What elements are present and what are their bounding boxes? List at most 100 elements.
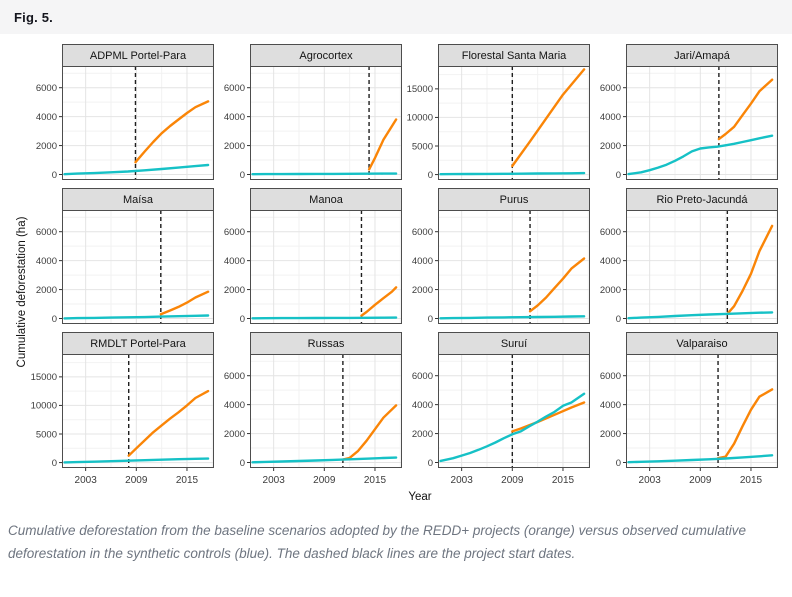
facet-title: Agrocortex xyxy=(250,44,402,66)
facet-florestal-santa-maria: Florestal Santa Maria 0 5000 10000 15000 xyxy=(402,44,590,181)
y-tick-label: 0 xyxy=(616,458,621,469)
y-tick-label: 2000 xyxy=(224,285,245,296)
y-tick-label: 2000 xyxy=(224,141,245,152)
y-tick-label: 0 xyxy=(52,458,57,469)
x-tick-label: 2003 xyxy=(75,475,98,486)
x-axis-title: Year xyxy=(408,491,432,503)
facet-manoa: Manoa 0 2000 4000 6000 xyxy=(214,188,402,325)
y-tick-label: 0 xyxy=(428,170,433,181)
y-tick-label: 4000 xyxy=(224,112,245,123)
y-tick-label: 0 xyxy=(428,314,433,325)
y-tick-label: 6000 xyxy=(600,227,621,238)
facet-maisa: Maísa 0 2000 4000 6000 xyxy=(26,188,214,325)
y-tick-label: 6000 xyxy=(412,371,433,382)
figure-number-label: Fig. 5. xyxy=(14,9,53,25)
facet-jari-amapa: Jari/Amapá 0 2000 4000 6000 xyxy=(590,44,778,181)
facet-adpml-portel-para: ADPML Portel-Para 0 2000 4000 6000 xyxy=(26,44,214,181)
facet-chart: 0 2000 4000 6000 xyxy=(600,210,778,325)
facet-agrocortex: Agrocortex 0 2000 4000 6000 xyxy=(214,44,402,181)
y-tick-label: 5000 xyxy=(412,141,433,152)
facet-title: Rio Preto-Jacundá xyxy=(626,188,778,210)
x-tick-label: 2015 xyxy=(740,475,763,486)
y-tick-label: 2000 xyxy=(600,285,621,296)
facet-title: Russas xyxy=(250,332,402,354)
x-tick-label: 2009 xyxy=(501,475,524,486)
y-tick-label: 0 xyxy=(240,170,245,181)
figure-plot-area: Cumulative deforestation (ha) ADPML Port… xyxy=(0,34,792,503)
y-tick-label: 15000 xyxy=(407,84,433,95)
facet-chart: 0 2000 4000 6000 xyxy=(36,66,214,181)
y-tick-label: 4000 xyxy=(224,256,245,267)
y-tick-label: 6000 xyxy=(36,83,57,94)
facet-russas: Russas 0 2000 4000 6000 2003 2009 2015 xyxy=(214,332,402,489)
y-tick-label: 6000 xyxy=(224,371,245,382)
y-tick-label: 2000 xyxy=(600,141,621,152)
facet-title: ADPML Portel-Para xyxy=(62,44,214,66)
y-tick-label: 6000 xyxy=(600,83,621,94)
y-tick-label: 4000 xyxy=(412,400,433,411)
facet-title: Florestal Santa Maria xyxy=(438,44,590,66)
y-tick-label: 4000 xyxy=(600,400,621,411)
facet-surui: Suruí 0 2000 4000 6000 2003 2009 2015 xyxy=(402,332,590,489)
facet-chart: 0 2000 4000 6000 xyxy=(412,210,590,325)
x-tick-label: 2015 xyxy=(176,475,199,486)
facet-chart: 0 5000 10000 15000 xyxy=(407,66,590,181)
x-tick-label: 2015 xyxy=(364,475,387,486)
facet-purus: Purus 0 2000 4000 6000 xyxy=(402,188,590,325)
y-tick-label: 6000 xyxy=(224,83,245,94)
y-tick-label: 2000 xyxy=(36,285,57,296)
y-tick-label: 4000 xyxy=(412,256,433,267)
y-tick-label: 0 xyxy=(428,458,433,469)
y-tick-label: 4000 xyxy=(600,256,621,267)
facet-chart: 0 5000 10000 15000 2003 2009 2015 xyxy=(31,354,214,486)
y-tick-label: 6000 xyxy=(412,227,433,238)
facet-title: Purus xyxy=(438,188,590,210)
x-tick-label: 2015 xyxy=(552,475,575,486)
figure-header-bar: Fig. 5. xyxy=(0,0,792,34)
facet-title: Valparaiso xyxy=(626,332,778,354)
x-tick-label: 2003 xyxy=(639,475,662,486)
y-tick-label: 6000 xyxy=(600,371,621,382)
y-tick-label: 0 xyxy=(616,314,621,325)
y-tick-label: 0 xyxy=(52,314,57,325)
facet-chart: 0 2000 4000 6000 2003 2009 2015 xyxy=(412,354,590,486)
facet-chart: 0 2000 4000 6000 xyxy=(224,66,402,181)
y-tick-label: 2000 xyxy=(412,429,433,440)
y-tick-label: 0 xyxy=(52,170,57,181)
y-tick-label: 4000 xyxy=(36,256,57,267)
facet-rmdlt-portel-para: RMDLT Portel-Para 0 5000 10000 15000 2003 2009… xyxy=(26,332,214,489)
x-tick-label: 2009 xyxy=(313,475,336,486)
figure-caption: Cumulative deforestation from the baseli… xyxy=(8,523,747,562)
y-tick-label: 2000 xyxy=(36,141,57,152)
y-tick-label: 2000 xyxy=(600,429,621,440)
y-tick-label: 6000 xyxy=(36,227,57,238)
y-tick-label: 2000 xyxy=(224,429,245,440)
facet-title: Suruí xyxy=(438,332,590,354)
x-tick-label: 2003 xyxy=(451,475,474,486)
facet-title: RMDLT Portel-Para xyxy=(62,332,214,354)
y-axis-title: Cumulative deforestation (ha) xyxy=(16,216,28,368)
facet-chart: 0 2000 4000 6000 xyxy=(36,210,214,325)
facet-rio-preto-jacunda: Rio Preto-Jacundá 0 2000 4000 6000 xyxy=(590,188,778,325)
facet-title: Maísa xyxy=(62,188,214,210)
y-tick-label: 5000 xyxy=(36,429,57,440)
y-tick-label: 10000 xyxy=(31,401,57,412)
x-tick-label: 2009 xyxy=(689,475,712,486)
facet-valparaiso: Valparaiso 0 2000 4000 6000 2003 2009 2015 xyxy=(590,332,778,489)
y-tick-label: 6000 xyxy=(224,227,245,238)
facet-chart: 0 2000 4000 6000 xyxy=(600,66,778,181)
y-tick-label: 15000 xyxy=(31,372,57,383)
facet-title: Jari/Amapá xyxy=(626,44,778,66)
y-tick-label: 0 xyxy=(240,314,245,325)
facet-chart: 0 2000 4000 6000 2003 2009 2015 xyxy=(224,354,402,486)
y-tick-label: 10000 xyxy=(407,113,433,124)
facet-grid: ADPML Portel-Para 0 2000 4000 6000 Agrocortex… xyxy=(26,44,792,489)
y-tick-label: 0 xyxy=(240,458,245,469)
y-tick-label: 4000 xyxy=(224,400,245,411)
x-tick-label: 2009 xyxy=(125,475,148,486)
facet-chart: 0 2000 4000 6000 xyxy=(224,210,402,325)
y-tick-label: 4000 xyxy=(600,112,621,123)
x-tick-label: 2003 xyxy=(263,475,286,486)
y-tick-label: 0 xyxy=(616,170,621,181)
